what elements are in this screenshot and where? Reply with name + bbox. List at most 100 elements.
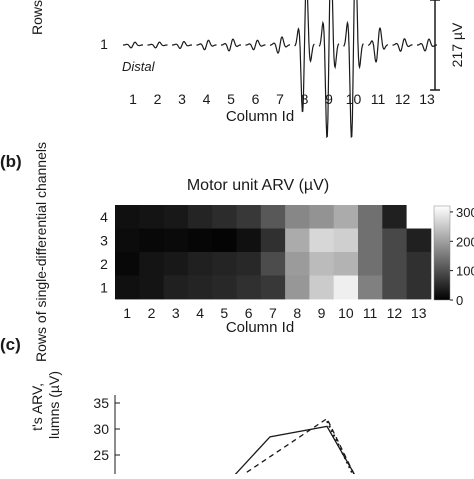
emg-trace-column-5 [220, 38, 242, 52]
column-tick-label: 11 [371, 91, 386, 107]
column-tick-label: 8 [301, 91, 309, 107]
panel-b-ylabel-text: Rows of single-differential channels [33, 142, 49, 362]
heatmap-cell [115, 228, 140, 253]
heatmap-cell [212, 228, 237, 253]
heatmap-cell [382, 275, 407, 300]
panel-c-ylabel: t's ARV, lumns (µV) [29, 371, 62, 439]
heatmap-column-tick-label: 5 [220, 305, 228, 321]
panel-a-row-label: 1 [100, 36, 108, 52]
heatmap-column-tick-label: 6 [245, 305, 253, 321]
heatmap-cell [115, 205, 140, 229]
column-tick-label: 6 [252, 91, 260, 107]
heatmap-cell [212, 275, 237, 300]
panel-c-label: (c) [0, 335, 21, 354]
heatmap-cell [309, 228, 335, 253]
colorbar-tick-labels: 300 200 100 0 [450, 205, 474, 308]
column-tick-label: 3 [178, 91, 186, 107]
panel-c-y-tick-label: 30 [93, 421, 109, 437]
heatmap-cell [406, 228, 432, 253]
panel-c-y-tick-labels: 35302520 [93, 395, 120, 479]
heatmap-cell [187, 252, 213, 276]
heatmap-column-tick-label: 4 [196, 305, 204, 321]
heatmap-column-tick-label: 1 [123, 305, 131, 321]
column-tick-label: 10 [346, 91, 362, 107]
emg-trace-column-9 [318, 0, 340, 139]
panel-c-series-solid [230, 425, 358, 479]
heatmap-cell [333, 205, 359, 229]
panel-b-ylabel: Rows of single-differential channels [33, 142, 49, 362]
panel-c-series [230, 417, 358, 479]
colorbar-tick-label: 100 [456, 264, 474, 279]
heatmap-cell [139, 252, 164, 276]
panel-a-column-tick-labels: 1 2 3 4 5 6 7 8 9 10 11 12 13 [129, 91, 435, 107]
emg-trace-column-4 [196, 39, 217, 51]
emg-trace-column-1 [123, 41, 143, 49]
panel-c-series-dashed [235, 417, 358, 479]
heatmap-cell [163, 228, 189, 253]
heatmap-cell [285, 275, 310, 300]
column-tick-label: 4 [203, 91, 211, 107]
heatmap-cell [187, 275, 213, 300]
heatmap-cell [236, 252, 262, 276]
heatmap-cell [382, 228, 407, 253]
colorbar-tick-label: 200 [456, 234, 474, 249]
heatmap-cell [139, 275, 164, 300]
heatmap-column-tick-label: 12 [387, 305, 403, 321]
heatmap-column-tick-label: 10 [338, 305, 354, 321]
colorbar [433, 205, 451, 301]
heatmap-cell [309, 205, 335, 229]
panel-a-ylabel: Rows o [29, 0, 45, 35]
heatmap-cell [382, 205, 407, 229]
heatmap-cell [260, 228, 286, 253]
panel-c-ylabel-line-2: lumns (µV) [46, 371, 62, 439]
heatmap-cell [309, 252, 335, 276]
column-tick-label: 9 [325, 91, 333, 107]
emg-trace-column-3 [172, 40, 192, 50]
heatmap-row-tick-label: 3 [100, 232, 108, 248]
heatmap-cell [139, 228, 164, 253]
heatmap-cell [187, 205, 213, 229]
heatmap-cell [139, 205, 164, 229]
heatmap-cell [285, 205, 310, 229]
panel-c-y-tick-label: 25 [93, 447, 109, 463]
panel-a-distal-label: Distal [122, 59, 156, 74]
heatmap-cell [115, 252, 140, 276]
heatmap-cell [333, 252, 359, 276]
heatmap-row-tick-label: 2 [100, 256, 108, 272]
panel-c-y-tick-label: 35 [93, 395, 109, 411]
heatmap-cell [163, 252, 189, 276]
heatmap-cell [358, 205, 383, 229]
heatmap-cell [333, 275, 359, 300]
heatmap-cell [115, 275, 140, 300]
heatmap-row-tick-labels: 4 3 2 1 [100, 209, 108, 295]
heatmap-cell [260, 205, 286, 229]
heatmap-cell [236, 228, 262, 253]
heatmap-cell [309, 275, 335, 300]
panel-c-arv-line-chart: (c) t's ARV, lumns (µV) 35302520 [0, 335, 358, 479]
heatmap-cell [406, 252, 432, 276]
heatmap-cell [163, 275, 189, 300]
colorbar-tick-label: 300 [456, 205, 474, 220]
heatmap-column-tick-label: 7 [269, 305, 277, 321]
heatmap-cell [358, 252, 383, 276]
heatmap-cell [358, 275, 383, 300]
heatmap-cell [187, 228, 213, 253]
heatmap-cell [333, 228, 359, 253]
heatmap-cell [212, 252, 237, 276]
heatmap-cell [260, 275, 286, 300]
heatmap-cells [115, 205, 432, 300]
heatmap-cell [236, 275, 262, 300]
panel-b-arv-heatmap: (b) Motor unit ARV (µV) Rows of single-d… [0, 142, 474, 362]
emg-traces [123, 0, 438, 139]
column-tick-label: 13 [419, 91, 435, 107]
heatmap-column-tick-label: 3 [172, 305, 180, 321]
emg-trace-column-7 [270, 36, 290, 54]
heatmap-cell [382, 252, 407, 276]
panel-b-title: Motor unit ARV (µV) [187, 177, 329, 194]
heatmap-cell [285, 228, 310, 253]
emg-trace-column-12 [392, 38, 413, 52]
panel-b-label: (b) [0, 152, 22, 171]
amplitude-scale-bar-label: 217 µV [449, 22, 465, 67]
